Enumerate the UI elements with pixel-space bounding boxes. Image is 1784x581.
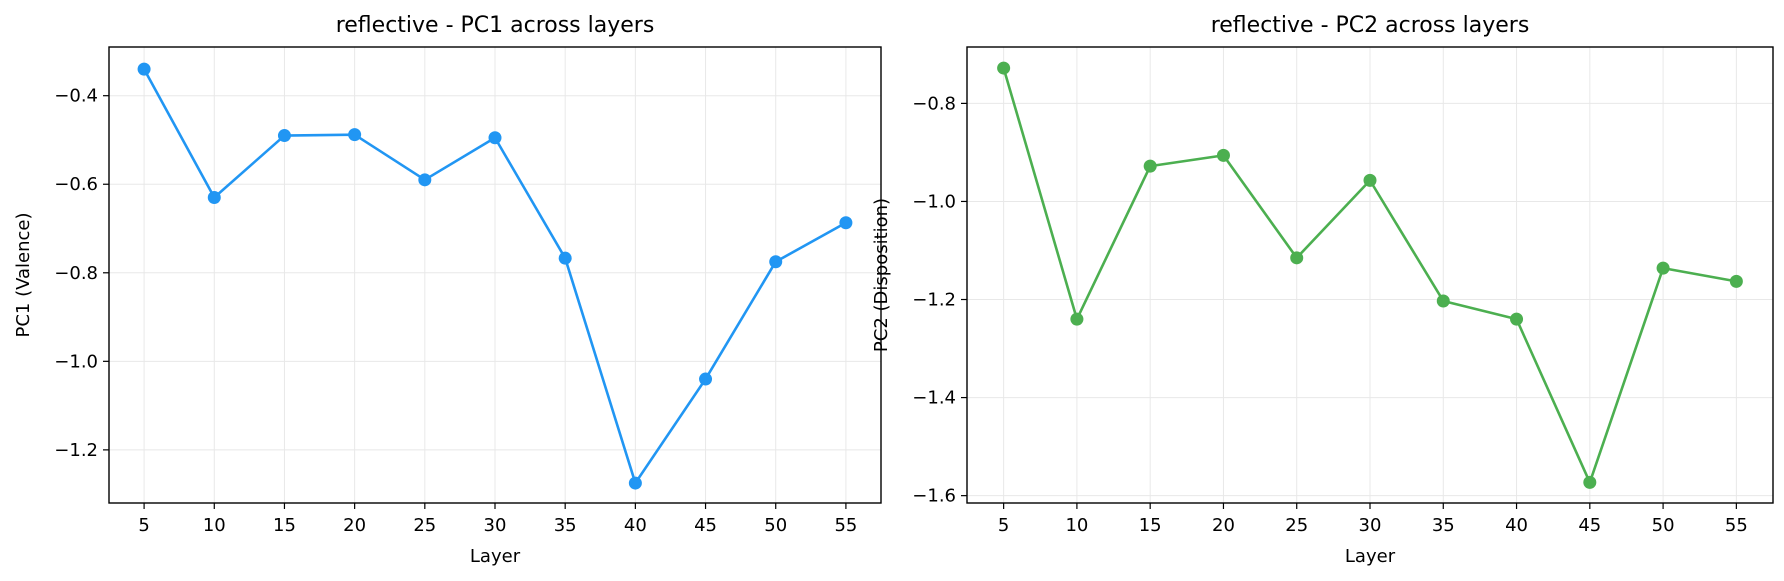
x-tick-label: 40 [1505,515,1528,536]
y-tick-label: −1.2 [54,440,98,461]
x-tick-label: 55 [834,515,857,536]
x-tick-label: 10 [203,515,226,536]
x-tick-label: 35 [554,515,577,536]
x-axis-label: Layer [1345,546,1396,567]
chart-title: reflective - PC1 across layers [336,13,655,38]
y-tick-label: −0.6 [54,174,98,195]
data-point [207,191,221,205]
y-tick-label: −1.4 [912,388,956,409]
data-point [137,62,151,76]
data-point [1290,251,1304,265]
data-point [839,216,853,230]
plot-frame [966,46,1774,504]
y-axis-label: PC2 (Disposition) [871,198,892,352]
x-tick-label: 15 [273,515,296,536]
x-tick-label: 25 [413,515,436,536]
x-tick-label: 50 [1652,515,1675,536]
data-point [1070,312,1084,326]
y-tick-label: −0.8 [54,263,98,284]
x-tick-label: 55 [1725,515,1748,536]
data-point [1363,173,1377,187]
data-point [1510,312,1524,326]
data-point [699,372,713,386]
y-tick-label: −1.0 [912,191,956,212]
data-point [558,251,572,265]
x-tick-label: 50 [764,515,787,536]
data-point [1583,475,1597,489]
x-tick-label: 45 [1578,515,1601,536]
chart-panel-pc2: reflective - PC2 across layers Layer PC2… [871,13,1774,567]
x-tick-label: 45 [694,515,717,536]
x-tick-label: 25 [1285,515,1308,536]
data-point [1656,261,1670,275]
y-tick-label: −0.8 [912,93,956,114]
data-point [1216,148,1230,162]
chart-title: reflective - PC2 across layers [1211,13,1530,38]
data-point [1436,294,1450,308]
x-tick-label: 30 [1359,515,1382,536]
x-tick-label: 30 [484,515,507,536]
y-tick-label: −1.6 [912,486,956,507]
x-tick-label: 20 [343,515,366,536]
y-tick-label: −1.0 [54,351,98,372]
data-point [348,128,362,142]
y-axis-label: PC1 (Valence) [13,212,34,337]
plot-frame [108,46,882,504]
data-point [1729,274,1743,288]
y-tick-label: −1.2 [912,290,956,311]
x-tick-label: 15 [1139,515,1162,536]
data-point [1143,159,1157,173]
chart-panel-pc1: reflective - PC1 across layers Layer PC1… [13,13,882,567]
x-tick-label: 5 [998,515,1009,536]
data-point [769,255,783,269]
data-point [418,173,432,187]
data-point [628,476,642,490]
data-point [997,61,1011,75]
x-tick-label: 5 [138,515,149,536]
x-tick-label: 40 [624,515,647,536]
x-tick-label: 10 [1065,515,1088,536]
data-point [277,129,291,143]
data-point [488,131,502,145]
y-tick-label: −0.4 [54,86,98,107]
x-tick-label: 35 [1432,515,1455,536]
x-axis-label: Layer [470,546,521,567]
x-tick-label: 20 [1212,515,1235,536]
